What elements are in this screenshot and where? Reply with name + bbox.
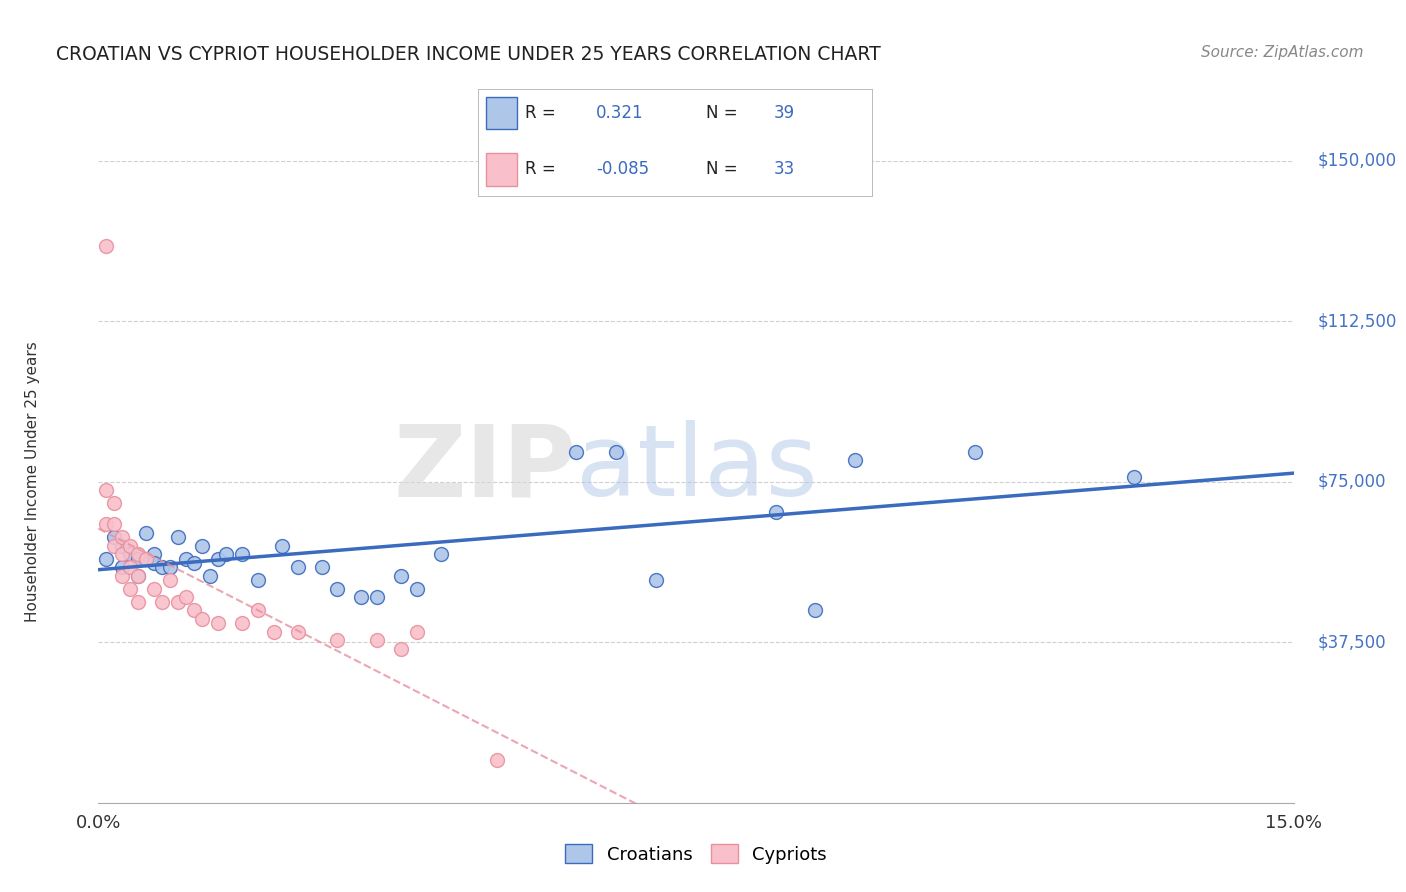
Text: Householder Income Under 25 years: Householder Income Under 25 years [25, 342, 41, 622]
Point [150, 594, 173, 608]
Point [389, 641, 412, 656]
Point [167, 594, 190, 608]
Text: Source: ZipAtlas.com: Source: ZipAtlas.com [1201, 45, 1364, 60]
Point [127, 569, 149, 583]
Point [191, 612, 214, 626]
Point [198, 569, 221, 583]
Text: R =: R = [526, 104, 555, 122]
Point [765, 505, 787, 519]
Text: $112,500: $112,500 [1317, 312, 1396, 330]
Point [311, 560, 333, 574]
Text: N =: N = [706, 104, 738, 122]
Point [207, 615, 229, 630]
Point [270, 539, 292, 553]
Point [263, 624, 285, 639]
Point [167, 530, 190, 544]
Point [111, 569, 134, 583]
Point [326, 582, 349, 596]
Legend: Croatians, Cypriots: Croatians, Cypriots [558, 837, 834, 871]
Text: $75,000: $75,000 [1317, 473, 1386, 491]
Point [389, 569, 412, 583]
Text: R =: R = [526, 161, 555, 178]
Point [565, 444, 588, 458]
Point [485, 753, 508, 767]
Point [215, 548, 238, 562]
Point [150, 560, 173, 574]
Point [120, 560, 142, 574]
Text: 39: 39 [773, 104, 794, 122]
Text: -0.085: -0.085 [596, 161, 650, 178]
Point [246, 603, 269, 617]
Point [120, 582, 142, 596]
Text: ZIP: ZIP [394, 420, 576, 517]
Point [127, 594, 149, 608]
Point [605, 444, 627, 458]
Point [963, 444, 986, 458]
Point [127, 569, 149, 583]
Point [406, 624, 429, 639]
Point [111, 560, 134, 574]
Point [103, 530, 125, 544]
Point [1123, 470, 1146, 484]
Point [96, 551, 118, 566]
FancyBboxPatch shape [486, 97, 517, 129]
Point [111, 539, 134, 553]
Point [231, 615, 253, 630]
Point [96, 517, 118, 532]
Point [103, 539, 125, 553]
Point [645, 573, 668, 587]
Point [127, 548, 149, 562]
Text: 33: 33 [773, 161, 794, 178]
Point [183, 556, 205, 570]
Point [120, 548, 142, 562]
Point [207, 551, 229, 566]
Point [183, 603, 205, 617]
Point [135, 551, 157, 566]
Text: atlas: atlas [576, 420, 818, 517]
Text: $37,500: $37,500 [1317, 633, 1386, 651]
Point [287, 624, 309, 639]
Point [103, 517, 125, 532]
Point [804, 603, 827, 617]
Point [231, 548, 253, 562]
Point [96, 483, 118, 498]
Point [406, 582, 429, 596]
Point [159, 560, 181, 574]
Point [174, 551, 197, 566]
Point [96, 239, 118, 253]
FancyBboxPatch shape [486, 153, 517, 186]
Point [366, 591, 388, 605]
Point [326, 633, 349, 648]
Text: N =: N = [706, 161, 738, 178]
Point [174, 591, 197, 605]
Point [143, 556, 166, 570]
Point [127, 551, 149, 566]
Point [366, 633, 388, 648]
Text: CROATIAN VS CYPRIOT HOUSEHOLDER INCOME UNDER 25 YEARS CORRELATION CHART: CROATIAN VS CYPRIOT HOUSEHOLDER INCOME U… [56, 45, 882, 63]
Text: $150,000: $150,000 [1317, 152, 1396, 169]
Point [844, 453, 866, 467]
Text: 0.321: 0.321 [596, 104, 644, 122]
Point [143, 582, 166, 596]
Point [120, 539, 142, 553]
Point [143, 548, 166, 562]
Point [135, 526, 157, 541]
Point [350, 591, 373, 605]
Point [159, 573, 181, 587]
Point [246, 573, 269, 587]
Point [111, 548, 134, 562]
Point [430, 548, 453, 562]
Point [135, 551, 157, 566]
Point [103, 496, 125, 510]
Point [191, 539, 214, 553]
Point [287, 560, 309, 574]
Point [111, 530, 134, 544]
